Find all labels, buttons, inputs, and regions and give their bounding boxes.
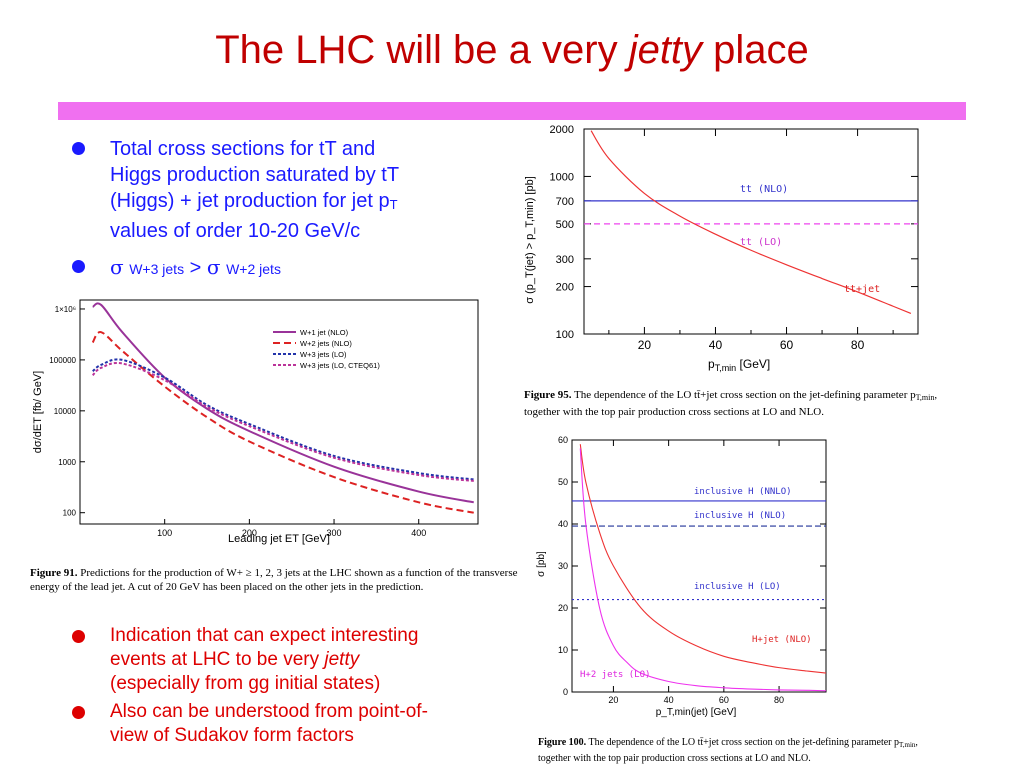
figure-100-caption: Figure 100. The dependence of the LO tt̄… — [538, 737, 918, 764]
fig91-xlabel: Leading jet ET [GeV] — [228, 533, 330, 545]
fig91-legend-label: W+1 jet (NLO) — [300, 328, 349, 337]
fig91-xtick-label: 100 — [157, 528, 172, 538]
title-divider — [58, 102, 966, 120]
bullet-dot — [72, 706, 85, 719]
fig91-ytick-label: 1000 — [58, 458, 76, 467]
bullet-dot — [72, 630, 85, 643]
fig95-ytick-label: 500 — [556, 219, 574, 231]
figure-95-caption: Figure 95. The dependence of the LO tt̄+… — [524, 389, 938, 418]
fig95-label-lo: tt (LO) — [740, 237, 782, 248]
fig91-xtick-label: 200 — [242, 528, 257, 538]
bottom-bullets: Indication that can expect interesting e… — [72, 624, 502, 752]
fig95-ytick-label: 2000 — [550, 124, 574, 136]
fig95-label-ttjet: tt+jet — [844, 284, 880, 295]
fig95-ytick-label: 1000 — [550, 171, 574, 183]
fig91-ytick-label: 1×10⁶ — [55, 305, 76, 314]
slide-title: The LHC will be a very jetty place — [215, 28, 809, 72]
fig100-xtick-label: 40 — [664, 695, 674, 705]
fig95-xtick-label: 20 — [638, 338, 652, 352]
fig95-ytick-label: 700 — [556, 196, 574, 208]
figure-91-caption: Figure 91. Predictions for the productio… — [30, 567, 518, 593]
fig91-series-line — [92, 302, 474, 504]
fig100-ytick-label: 40 — [558, 519, 568, 529]
fig100-series-line — [579, 444, 827, 674]
fig100-xtick-label: 60 — [719, 695, 729, 705]
fig91-xtick-label: 400 — [411, 528, 426, 538]
fig100-series-line — [579, 448, 827, 692]
fig100-xtick-label: 80 — [774, 695, 784, 705]
fig95-series-line — [590, 130, 912, 315]
fig100-ytick-label: 60 — [558, 435, 568, 445]
fig91-ytick-label: 100000 — [49, 356, 76, 365]
fig100-xtick-label: 20 — [608, 695, 618, 705]
fig100-ytick-label: 10 — [558, 645, 568, 655]
fig95-xlabel: pT,min [GeV] — [708, 357, 770, 373]
bullet-dot — [72, 260, 85, 273]
fig95-xtick-label: 40 — [709, 338, 723, 352]
fig95-xtick-label: 80 — [851, 338, 865, 352]
fig100-ytick-label: 50 — [558, 477, 568, 487]
fig91-series-line — [92, 358, 474, 481]
fig95-ytick-label: 100 — [556, 329, 574, 341]
bullet-cross-sections: Total cross sections for tT and Higgs pr… — [72, 136, 502, 244]
fig100-ytick-label: 20 — [558, 603, 568, 613]
bullet-sudakov: Also can be understood from point-of- vi… — [72, 700, 502, 748]
fig95-ytick-label: 300 — [556, 254, 574, 266]
fig100-label-hjet: H+jet (NLO) — [752, 635, 812, 645]
fig91-legend-label: W+2 jets (NLO) — [300, 339, 352, 348]
fig100-label-nnlo: inclusive H (NNLO) — [694, 487, 792, 497]
fig100-ytick-label: 0 — [563, 687, 568, 697]
figure-100-chart: 20 40 60 80 60 50 40 30 20 10 0 inclusive H (NNLO)… — [536, 435, 827, 718]
fig100-label-h2jet: H+2 jets (LO) — [580, 670, 650, 680]
bullet-jetty-events: Indication that can expect interesting e… — [72, 624, 502, 696]
fig100-label-lo: inclusive H (LO) — [694, 582, 781, 592]
top-bullets: Total cross sections for tT and Higgs pr… — [72, 136, 502, 292]
fig100-ytick-label: 30 — [558, 561, 568, 571]
bullet-dot — [72, 142, 85, 155]
fig91-ylabel: dσ/dET [fb/ GeV] — [32, 371, 44, 453]
fig91-series-line — [91, 331, 474, 514]
fig91-ytick-label: 100 — [63, 509, 77, 518]
fig100-ylabel: σ [pb] — [536, 551, 547, 577]
fig95-ytick-label: 200 — [556, 282, 574, 294]
figure-95-chart: 20 40 60 80 2000 1000 700 500 300 200 100 tt (NLO)… — [524, 124, 919, 373]
fig91-legend-label: W+3 jets (LO) — [300, 350, 347, 359]
fig95-label-nlo: tt (NLO) — [740, 184, 788, 195]
fig95-xtick-label: 60 — [780, 338, 794, 352]
fig100-label-nlo: inclusive H (NLO) — [694, 511, 786, 521]
fig91-ytick-label: 10000 — [54, 407, 77, 416]
fig95-ylabel: σ (p_T(jet) > p_T,min) [pb] — [524, 176, 536, 304]
bullet-sigma-ratio: σ W+3 jets > σ W+2 jets — [72, 254, 502, 282]
fig91-xtick-label: 300 — [327, 528, 342, 538]
fig91-legend-label: W+3 jets (LO, CTEQ61) — [300, 361, 380, 370]
figure-91-chart: 100 200 300 400 1×10⁶ 100000 10000 1000 100 W+1 … — [32, 299, 479, 545]
fig100-xlabel: p_T,min(jet) [GeV] — [656, 707, 737, 718]
